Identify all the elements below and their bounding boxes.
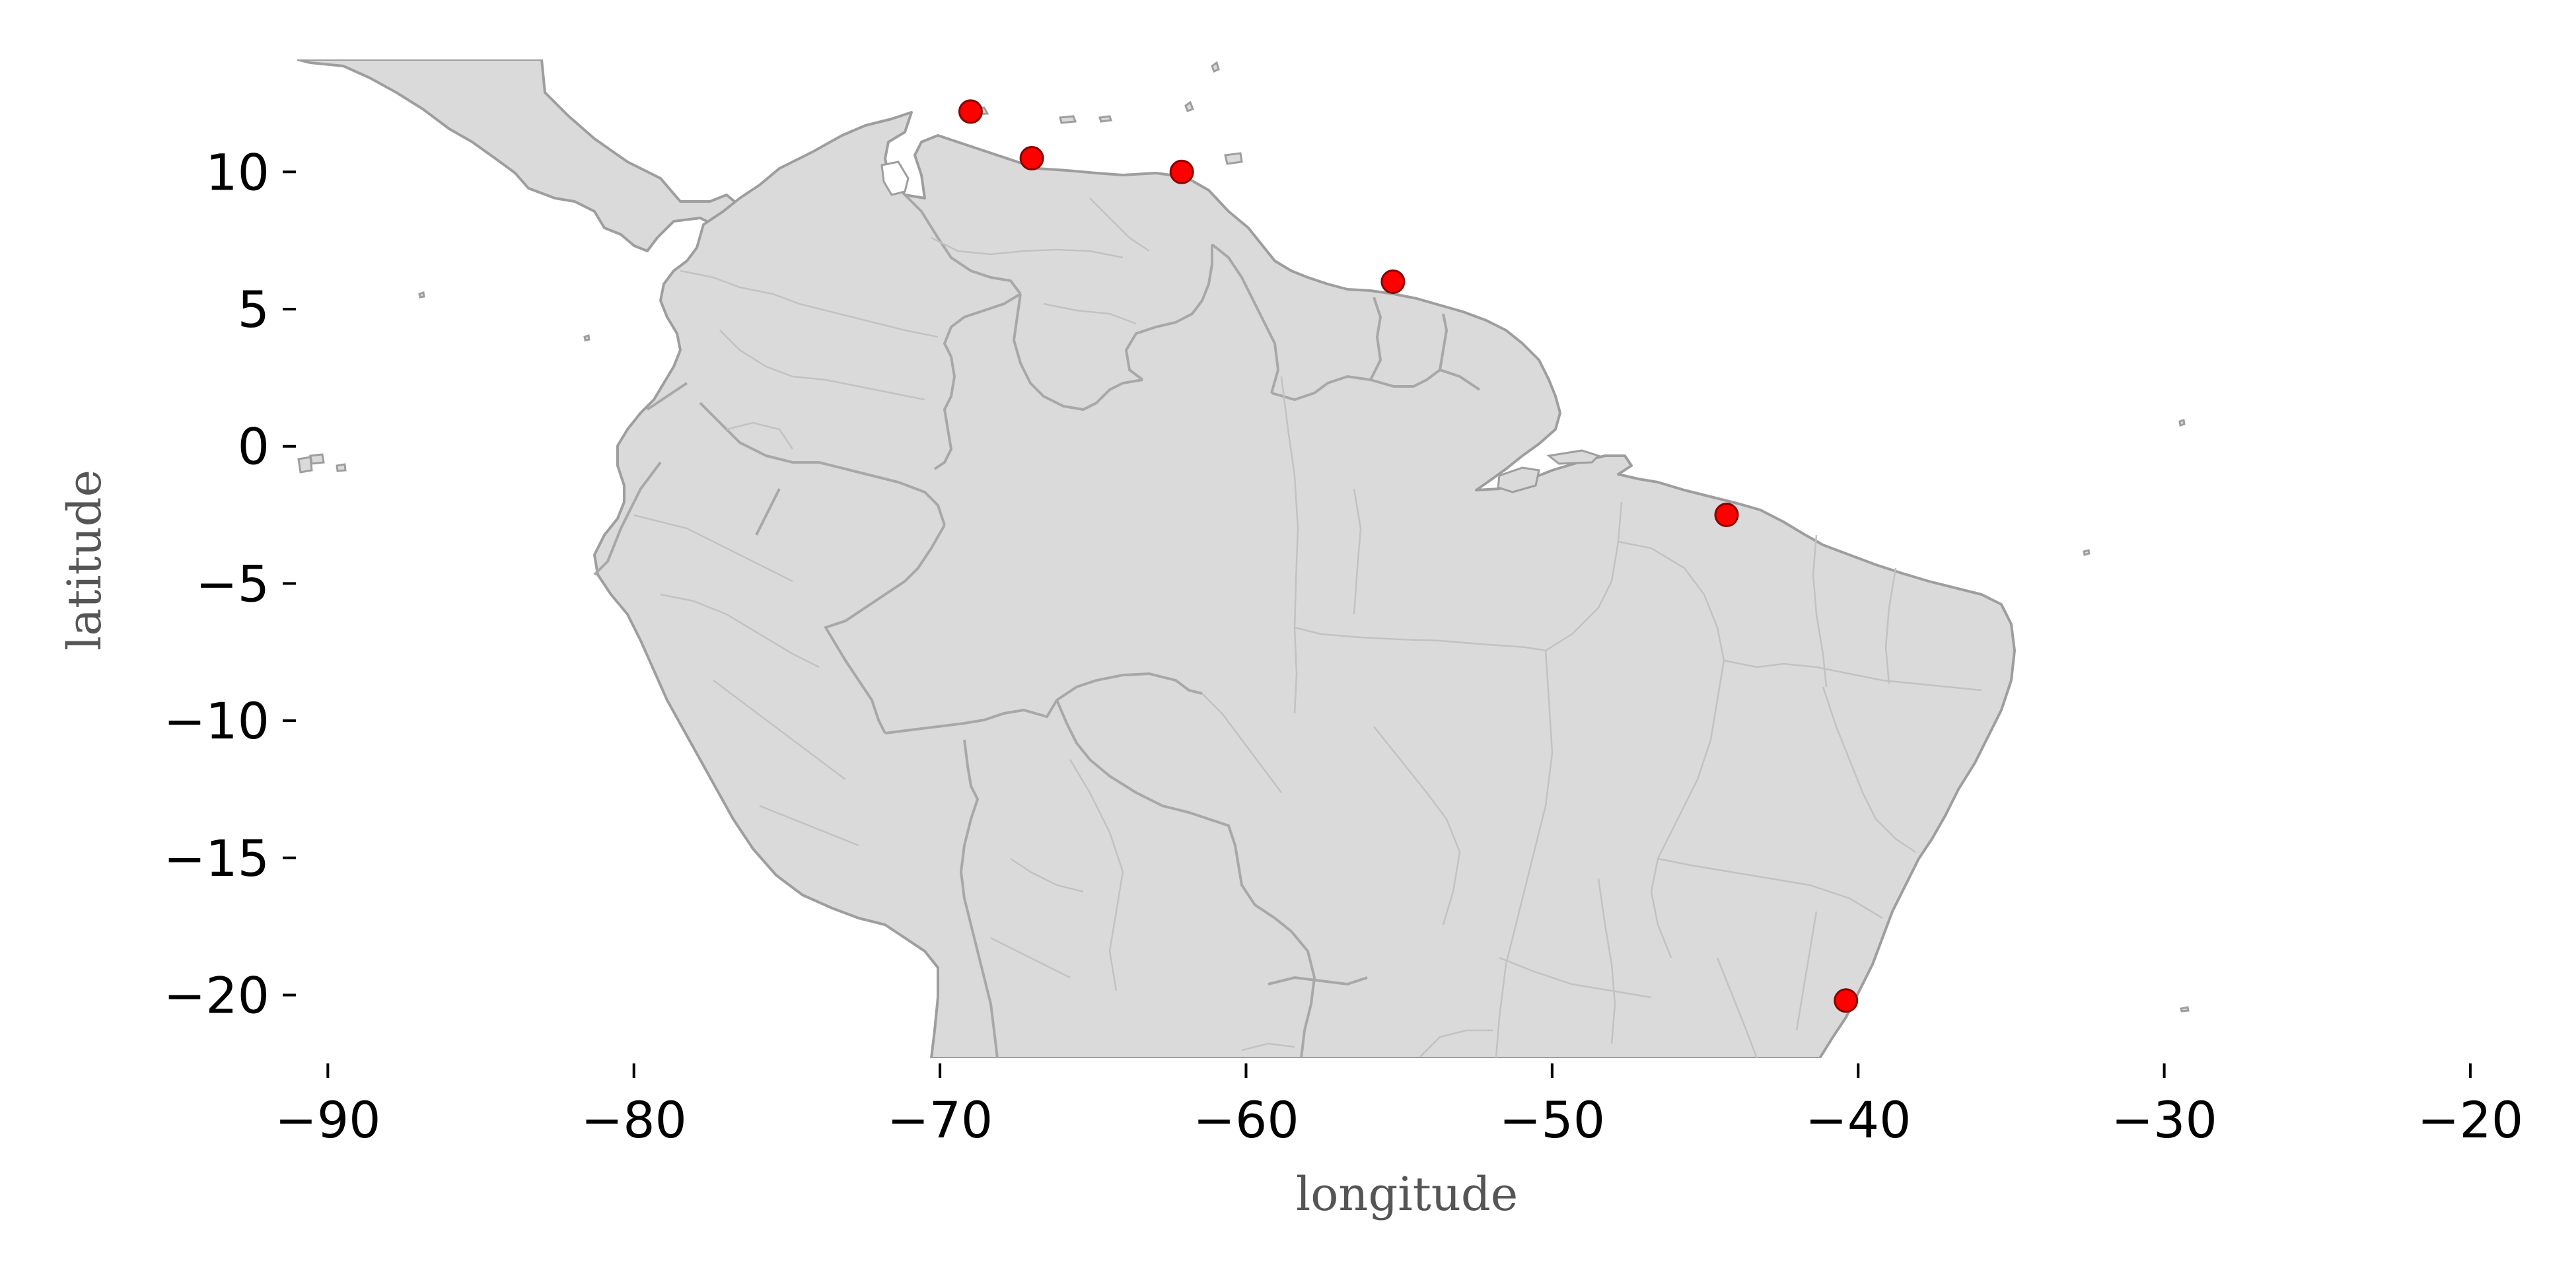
island [1224, 152, 1243, 165]
x-axis-title: longitude [1296, 1167, 1518, 1221]
island [1497, 466, 1540, 493]
x-tick-label: −80 [581, 1091, 687, 1149]
y-axis: 10 5 0 −5 −10 −15 −20 [164, 143, 296, 1024]
y-tick-label: 10 [205, 143, 269, 201]
x-axis: −90 −80 −70 −60 −50 −40 −30 −20 [275, 1063, 2523, 1149]
x-tick-label: −60 [1193, 1091, 1299, 1149]
location-marker[interactable] [1714, 503, 1739, 528]
island [336, 463, 347, 472]
y-tick-label: −15 [164, 829, 269, 888]
x-tick-label: −90 [275, 1091, 380, 1149]
x-tick-label: −50 [1499, 1091, 1605, 1149]
x-tick-label: −40 [1805, 1091, 1911, 1149]
island [297, 456, 313, 474]
land-mass [297, 59, 748, 252]
location-marker[interactable] [1019, 146, 1044, 171]
y-tick-label: −20 [164, 966, 269, 1024]
island [2178, 419, 2186, 427]
location-marker[interactable] [1380, 269, 1406, 294]
y-tick-label: 5 [238, 280, 269, 339]
location-markers [958, 99, 1859, 1013]
island [1184, 100, 1194, 112]
location-marker[interactable] [1834, 988, 1859, 1013]
y-tick-label: −5 [196, 554, 269, 613]
x-tick-label: −30 [2111, 1091, 2217, 1149]
location-marker[interactable] [1169, 159, 1194, 184]
x-tick-label: −70 [887, 1091, 993, 1149]
island [1546, 449, 1600, 465]
island [2083, 549, 2091, 556]
island [418, 291, 425, 299]
national-borders [593, 194, 1481, 1058]
island [1059, 115, 1077, 124]
island [309, 453, 325, 465]
y-tick-label: −10 [164, 692, 269, 750]
state-borders [633, 197, 1982, 1058]
land-mass [593, 111, 2016, 1058]
x-tick-label: −20 [2417, 1091, 2523, 1149]
lake-maracaibo [880, 161, 910, 196]
island [2180, 1006, 2190, 1013]
island [1211, 61, 1220, 73]
island [583, 334, 590, 341]
location-marker[interactable] [958, 99, 983, 124]
island [1098, 115, 1112, 123]
y-axis-title: latitude [57, 470, 112, 651]
y-tick-label: 0 [238, 417, 269, 476]
map-area [297, 59, 2190, 1058]
